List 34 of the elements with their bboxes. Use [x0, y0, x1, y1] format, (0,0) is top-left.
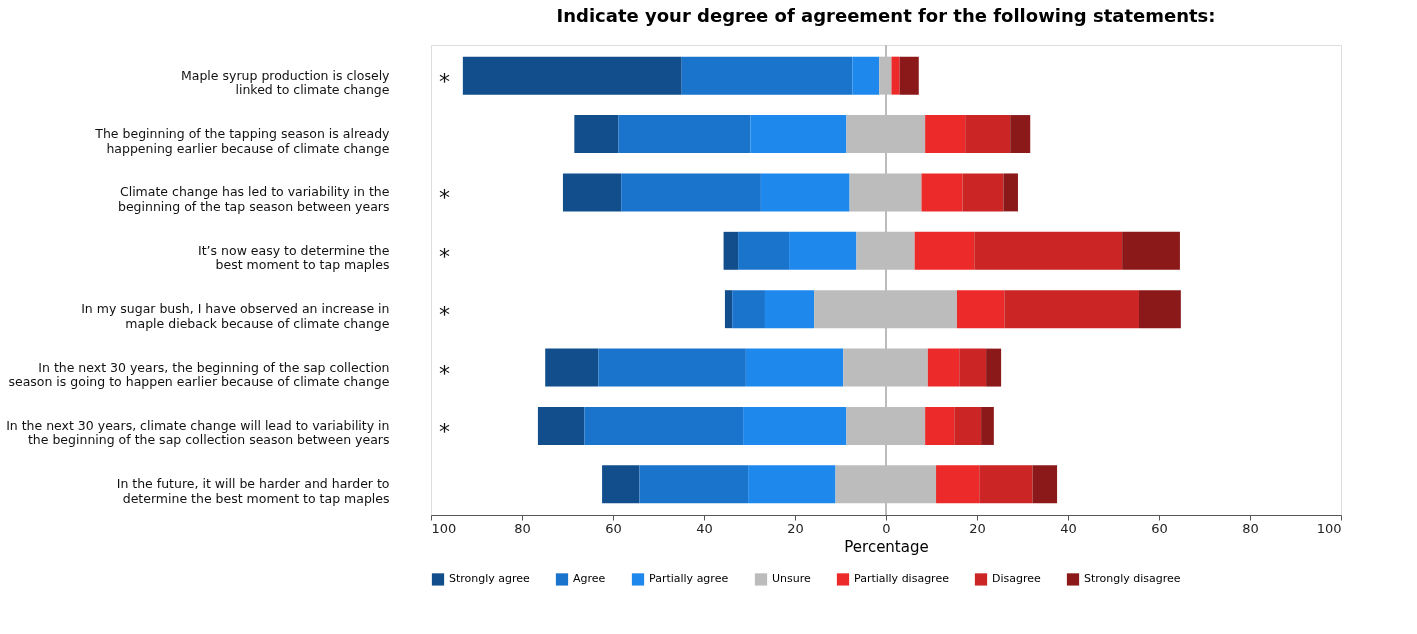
- y-tick-label: Maple syrup production is closely linked to climate change: [180, 67, 391, 98]
- x-tick-label: 40: [696, 520, 713, 536]
- chart-title: Indicate your degree of agreement for the following statements:: [556, 5, 1216, 26]
- y-tick-label: Climate change has led to variability in the beginning of the tap season between years: [117, 184, 390, 214]
- y-tick-label: In the next 30 years, the beginning of the sap collection season is going to happen earlier because of climate change: [8, 359, 390, 390]
- y-tick-label: In my sugar bush, I have observed an increase in maple dieback because of climate change: [81, 301, 390, 331]
- y-tick-label: The beginning of the tapping season is already happening earlier because of climate change: [94, 126, 391, 156]
- legend-label: Unsure: [772, 572, 812, 586]
- x-tick-label: 60: [1151, 520, 1168, 536]
- data-label: *: [439, 68, 450, 94]
- legend-label: Strongly disagree: [1084, 572, 1181, 586]
- legend-label: Partially disagree: [854, 572, 950, 586]
- legend-label: Disagree: [992, 572, 1042, 586]
- data-label: *: [439, 360, 450, 386]
- x-tick-label: 60: [605, 520, 622, 536]
- x-tick-label: 100: [1316, 520, 1342, 536]
- x-tick-label: 20: [787, 520, 804, 536]
- x-tick-label: 80: [514, 520, 531, 536]
- y-tick-label: In the next 30 years, climate change will lead to variability in the beginning of the sap collection season between years: [6, 417, 390, 448]
- x-tick-label: 80: [1242, 520, 1259, 536]
- x-tick-label: 100: [431, 520, 457, 536]
- x-tick-label: 40: [1060, 520, 1077, 536]
- data-label: *: [439, 243, 450, 269]
- legend-label: Strongly agree: [449, 572, 531, 586]
- x-tick-label: 0: [882, 520, 891, 536]
- x-axis-title: Percentage: [844, 537, 929, 556]
- data-label: *: [439, 185, 450, 211]
- x-tick-label: 20: [969, 520, 986, 536]
- data-label: *: [439, 302, 450, 328]
- legend-label: Agree: [573, 572, 606, 586]
- y-tick-label: It’s now easy to determine the best moment to tap maples: [198, 242, 390, 273]
- legend-label: Partially agree: [649, 572, 729, 586]
- y-tick-label: In the future, it will be harder and harder to determine the best moment to tap maples: [116, 476, 390, 506]
- data-label: *: [439, 418, 450, 444]
